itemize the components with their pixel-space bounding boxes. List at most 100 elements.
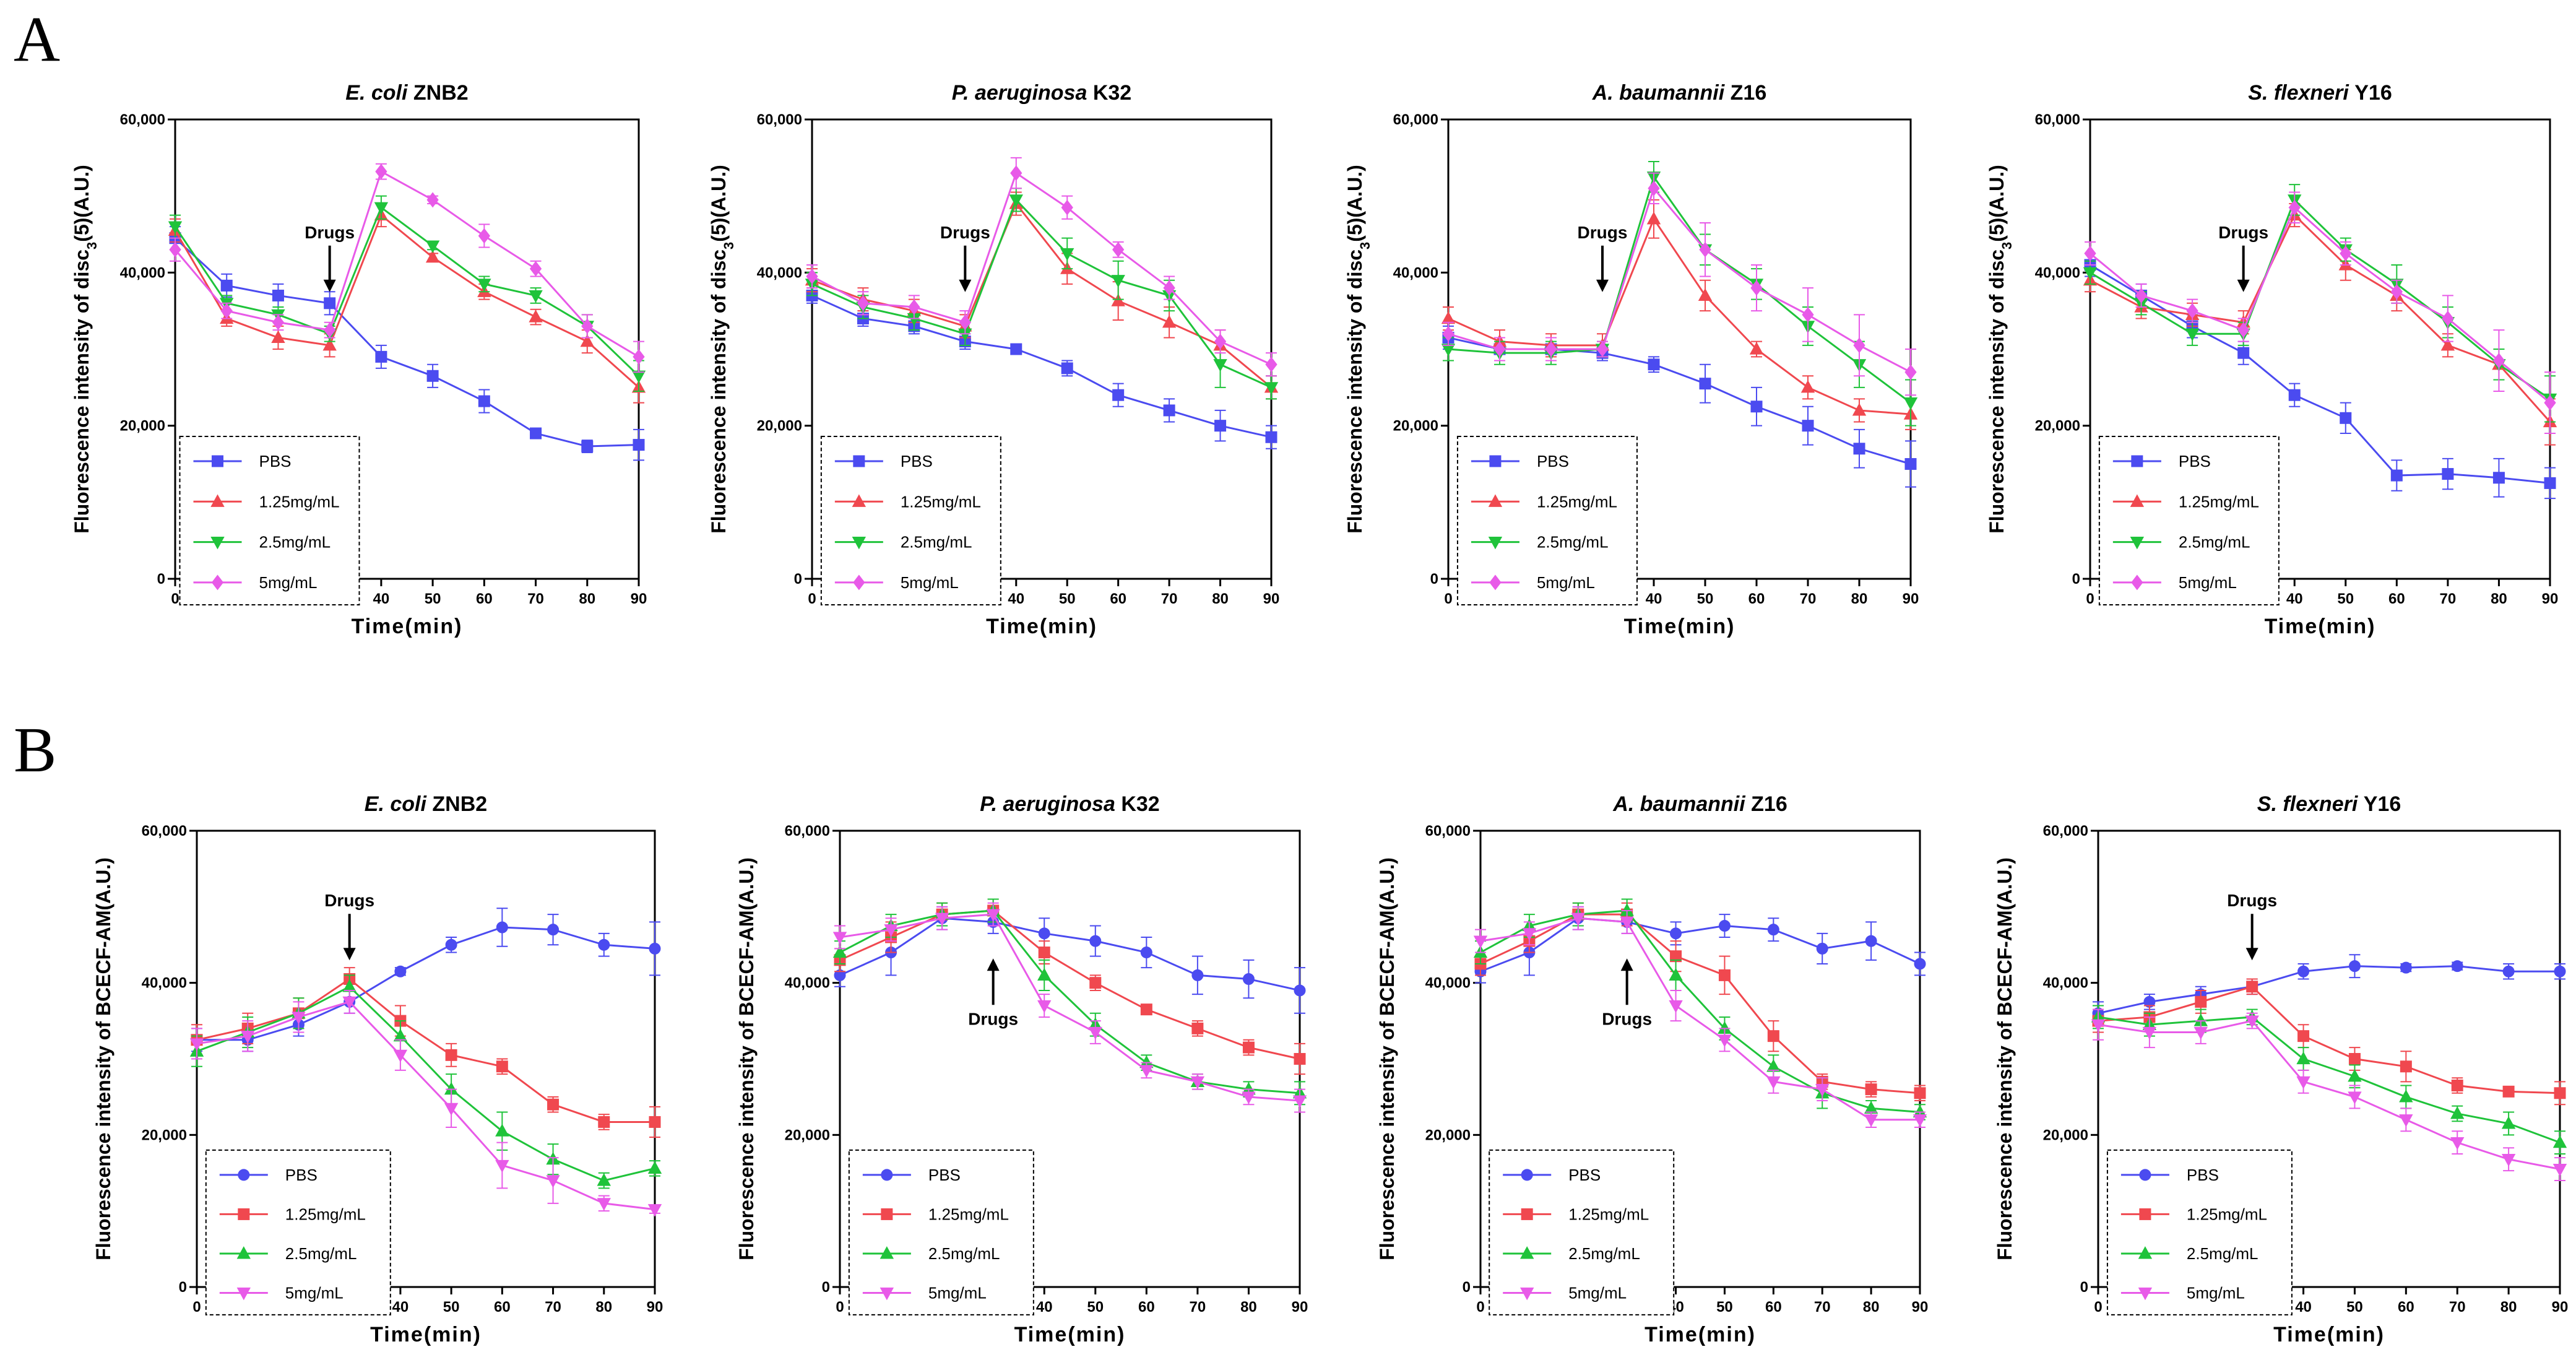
drugs-arrow-head xyxy=(343,948,356,961)
data-point xyxy=(649,1116,661,1128)
data-point xyxy=(2450,1137,2465,1150)
data-point xyxy=(529,290,543,303)
data-point xyxy=(1648,358,1660,371)
series-line xyxy=(811,295,1272,438)
data-point xyxy=(2246,981,2258,993)
data-point xyxy=(581,318,594,334)
legend-marker xyxy=(238,1208,250,1220)
y-tick-label: 20,000 xyxy=(142,1127,187,1143)
series-5mg-ml xyxy=(2084,191,2556,435)
x-tick-label: 0 xyxy=(2086,591,2094,607)
data-point xyxy=(1060,248,1074,261)
drugs-arrow-head xyxy=(1596,279,1609,292)
chart-title: A. baumannii Z16 xyxy=(1612,792,1787,816)
data-point xyxy=(220,279,233,292)
data-point xyxy=(1265,357,1277,373)
x-tick-label: 50 xyxy=(1087,1299,1104,1315)
series-5mg-ml xyxy=(2091,1008,2567,1182)
x-tick-label: 60 xyxy=(2388,591,2405,607)
legend-marker xyxy=(881,1169,893,1181)
chart-title-species: A. baumannii xyxy=(1612,792,1751,816)
legend-item: PBS xyxy=(219,1166,318,1184)
y-tick-label: 40,000 xyxy=(1425,975,1471,992)
x-tick-label: 80 xyxy=(595,1299,612,1315)
chart-2: P. aeruginosa K32020,00040,00060,0000102… xyxy=(707,81,1279,638)
legend: PBS 1.25mg/mL 2.5mg/mL 5mg/mL xyxy=(820,435,1001,605)
data-point xyxy=(530,427,542,440)
data-point xyxy=(1865,1083,1877,1096)
series-1-25mg-ml xyxy=(191,967,661,1138)
legend-item: 2.5mg/mL xyxy=(2112,533,2250,552)
y-axis-label-subscript: 3 xyxy=(1999,242,2015,249)
legend-item: 1.25mg/mL xyxy=(862,1205,1009,1223)
series-5mg-ml xyxy=(1442,172,1917,396)
data-point xyxy=(1749,342,1764,355)
legend-item: 2.5mg/mL xyxy=(1503,1244,1640,1263)
legend-label: 2.5mg/mL xyxy=(2187,1244,2258,1263)
data-point xyxy=(1088,1026,1102,1040)
data-point xyxy=(647,1204,662,1217)
x-tick-label: 90 xyxy=(1912,1299,1929,1315)
y-tick-label: 20,000 xyxy=(1393,418,1438,435)
data-point xyxy=(546,1175,560,1188)
y-tick-label: 60,000 xyxy=(2043,823,2088,839)
y-tick-label: 60,000 xyxy=(142,823,187,839)
chart-title-strain: Z16 xyxy=(1731,81,1767,105)
data-point xyxy=(2237,347,2250,359)
legend-label: 2.5mg/mL xyxy=(928,1244,1000,1263)
legend-marker xyxy=(2138,1287,2153,1301)
x-tick-label: 60 xyxy=(1110,591,1126,607)
series-line xyxy=(839,909,1300,1060)
series-line xyxy=(2098,986,2561,1094)
data-point xyxy=(2554,965,2566,977)
legend-label: 5mg/mL xyxy=(259,573,317,592)
series-line xyxy=(1480,913,1921,1094)
chart-title: P. aeruginosa K32 xyxy=(952,81,1131,105)
data-point xyxy=(598,938,610,951)
data-point xyxy=(1767,1030,1779,1042)
data-point xyxy=(2399,1114,2413,1127)
drugs-arrow-head xyxy=(987,958,1000,971)
chart-title-strain: Y16 xyxy=(2354,81,2392,105)
data-point xyxy=(1596,341,1609,357)
legend-label: 5mg/mL xyxy=(928,1283,987,1302)
legend-marker xyxy=(211,574,224,591)
legend-item: PBS xyxy=(2120,1166,2219,1184)
y-tick-label: 40,000 xyxy=(2035,264,2080,281)
data-point xyxy=(2142,1026,2157,1040)
x-tick-label: 80 xyxy=(2500,1299,2517,1315)
legend-item: 5mg/mL xyxy=(1471,573,1595,592)
data-point xyxy=(2083,267,2098,280)
panel-label-a: A xyxy=(14,4,60,75)
x-tick-label: 80 xyxy=(579,591,595,607)
data-point xyxy=(2288,389,2301,401)
x-tick-label: 40 xyxy=(2286,591,2303,607)
x-axis-label: Time(min) xyxy=(986,615,1097,638)
legend-marker xyxy=(238,1169,250,1181)
data-point xyxy=(1750,401,1763,413)
data-point xyxy=(649,942,661,955)
data-point xyxy=(2554,1087,2566,1099)
data-point xyxy=(2544,477,2556,489)
legend-item: 1.25mg/mL xyxy=(219,1205,366,1223)
y-tick-label: 40,000 xyxy=(1393,264,1438,281)
legend-item: 5mg/mL xyxy=(2112,573,2237,592)
data-point xyxy=(2501,1116,2516,1129)
legend-marker xyxy=(1488,494,1503,507)
data-point xyxy=(2399,1090,2413,1103)
data-point xyxy=(394,965,407,977)
y-axis-label-part: (5)(A.U.) xyxy=(707,165,730,241)
data-point xyxy=(1139,1065,1154,1078)
data-point xyxy=(2400,1060,2412,1073)
data-point xyxy=(581,440,594,453)
x-tick-label: 80 xyxy=(1851,591,1868,607)
legend-item: PBS xyxy=(1503,1166,1601,1184)
data-point xyxy=(478,228,490,244)
data-point xyxy=(2451,1079,2463,1091)
data-point xyxy=(426,370,439,382)
data-point xyxy=(2297,1030,2310,1042)
drugs-annotation: Drugs xyxy=(940,223,990,242)
drugs-annotation: Drugs xyxy=(305,223,355,242)
data-point xyxy=(908,299,920,315)
legend-marker xyxy=(1520,1287,1534,1301)
